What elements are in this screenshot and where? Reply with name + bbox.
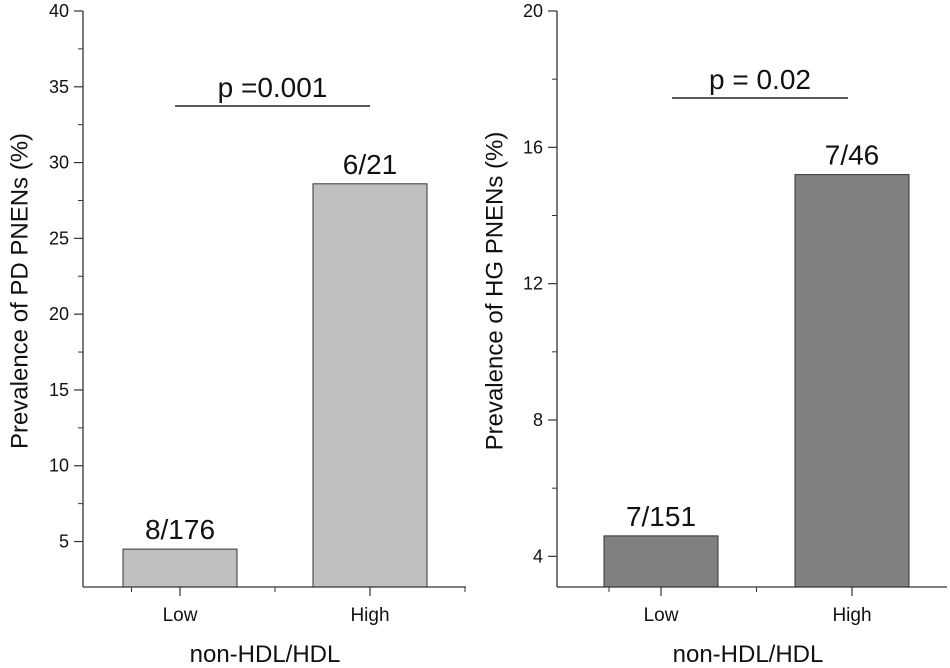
left-bar-value-label: 8/176 xyxy=(145,514,215,545)
left-bar-value-label: 6/21 xyxy=(343,149,398,180)
right-bar-value-label: 7/151 xyxy=(626,501,696,532)
left-y-tick-label: 40 xyxy=(49,1,69,21)
right-bar-high xyxy=(794,174,910,588)
right-y-axis-title: Prevalence of HG PNENs (%) xyxy=(482,132,509,451)
left-y-tick-label: 10 xyxy=(49,456,69,476)
right-bar-low xyxy=(603,535,719,588)
left-x-axis-title: non-HDL/HDL xyxy=(190,641,341,668)
left-y-tick-label: 20 xyxy=(49,304,69,324)
right-x-axis-title: non-HDL/HDL xyxy=(673,641,824,668)
right-x-tick-label: Low xyxy=(644,605,679,626)
left-bar-low xyxy=(122,548,238,588)
right-x-tick-label: High xyxy=(832,605,871,626)
left-y-tick-label: 15 xyxy=(49,380,69,400)
right-y-tick-label: 12 xyxy=(523,274,543,294)
left-x-tick-label: High xyxy=(350,605,389,626)
right-y-tick-label: 4 xyxy=(533,546,543,566)
left-y-axis-title: Prevalence of PD PNENs (%) xyxy=(7,133,34,449)
left-y-tick-label: 25 xyxy=(49,228,69,248)
left-x-tick-label: Low xyxy=(163,605,198,626)
left-y-tick-label: 35 xyxy=(49,77,69,97)
left-y-tick-label: 30 xyxy=(49,153,69,173)
right-y-tick-label: 16 xyxy=(523,137,543,157)
right-y-tick-label: 20 xyxy=(523,1,543,21)
left-bar-high xyxy=(312,183,428,588)
right-y-tick-label: 8 xyxy=(533,410,543,430)
right-bar-value-label: 7/46 xyxy=(825,140,880,171)
left-p-value-label: p =0.001 xyxy=(218,72,328,103)
right-p-value-label: p = 0.02 xyxy=(709,64,811,95)
left-y-tick-label: 5 xyxy=(59,532,69,552)
